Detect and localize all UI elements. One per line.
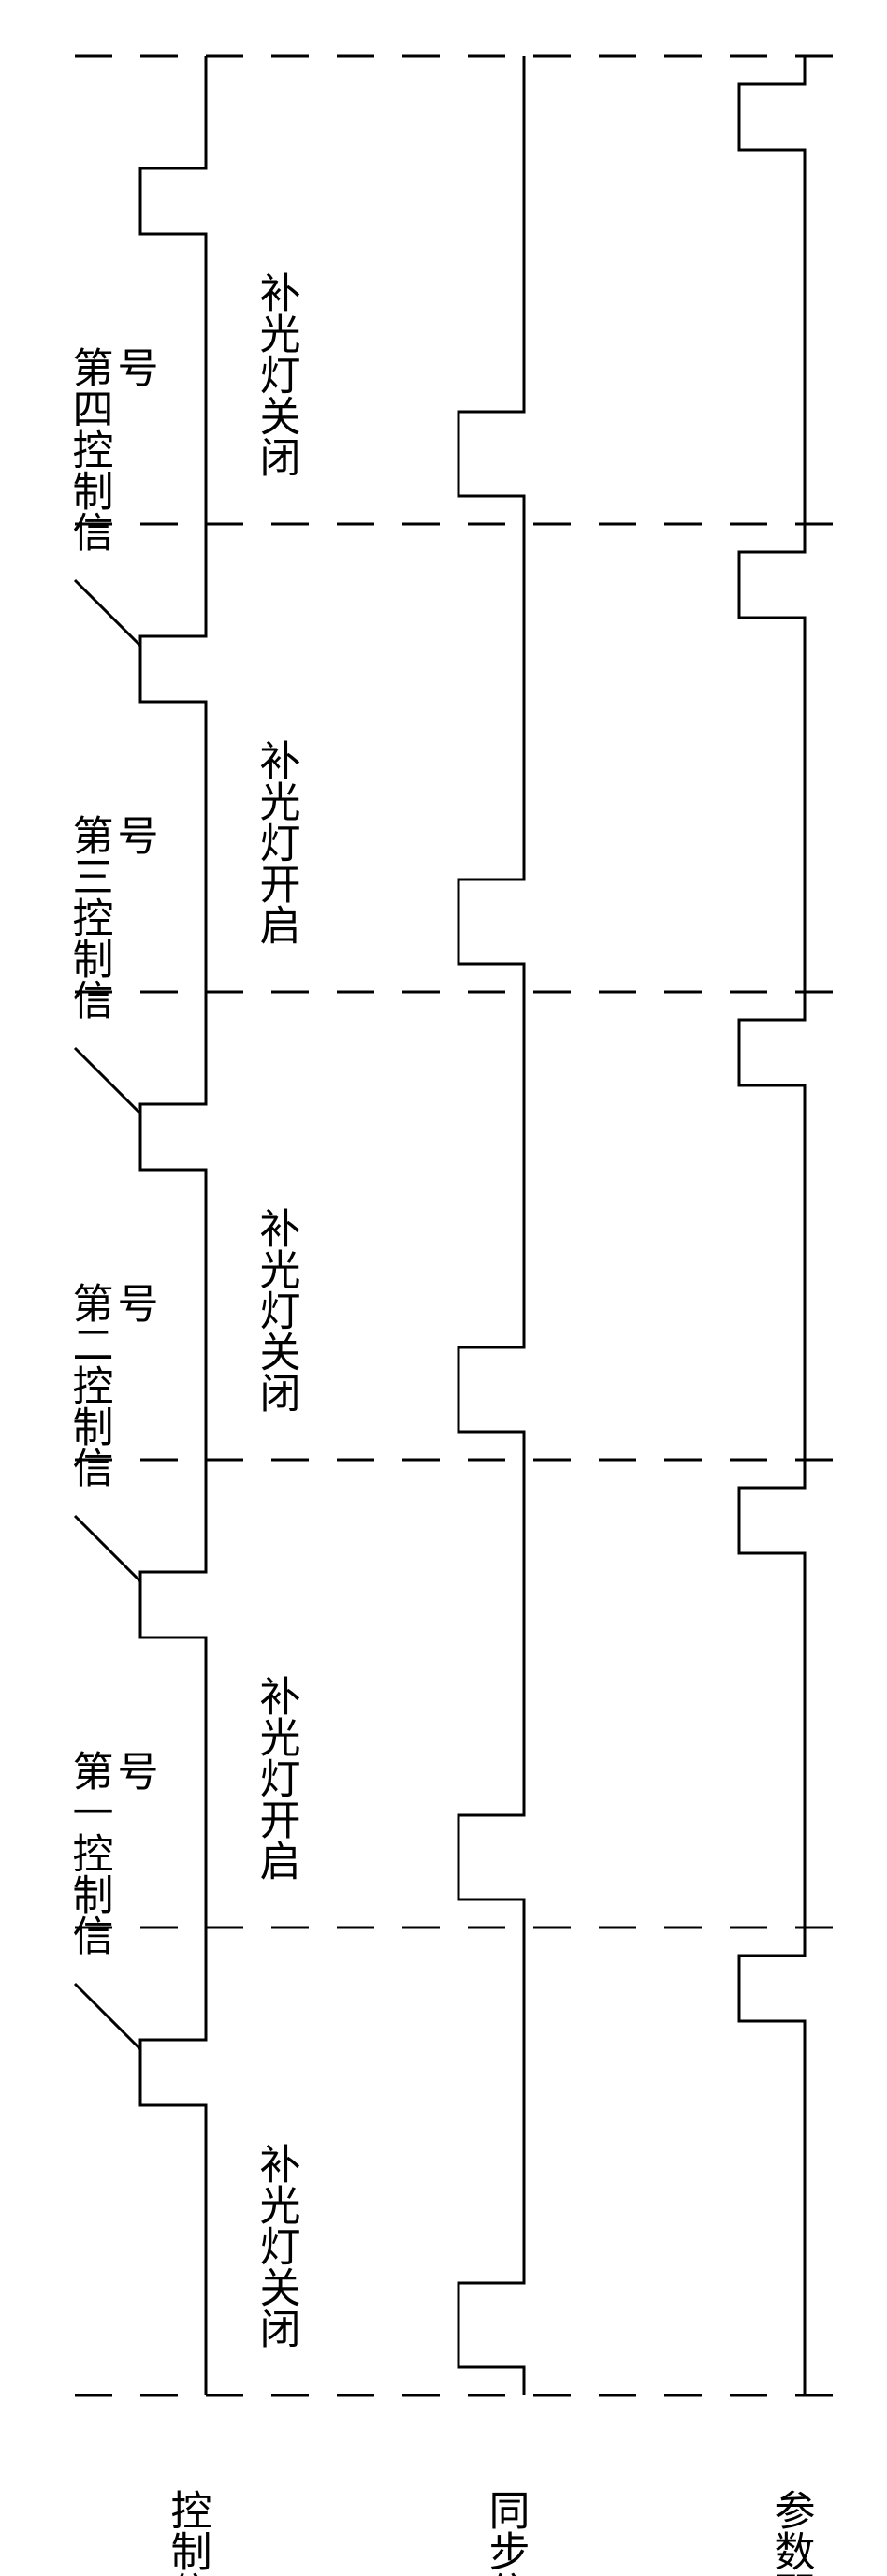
callout-label-col1: 第三控制信 — [66, 814, 113, 1020]
control-row-label: 控制信号 — [165, 2489, 211, 2576]
param-row-label: 参数配置信号 — [768, 2489, 815, 2576]
callout-label-col2: 号 — [111, 814, 157, 855]
timing-diagram: 控制信号同步信号参数配置信号第四控制信号第三控制信号第二控制信号第一控制信号补光… — [0, 0, 887, 2576]
callout-label-col2: 号 — [111, 1750, 157, 1791]
callout-label-col1: 第一控制信 — [66, 1750, 113, 1956]
callout-label-col2: 号 — [111, 346, 157, 387]
callout-label-col1: 第四控制信 — [66, 346, 113, 552]
callout-label-col2: 号 — [111, 1282, 157, 1323]
state-label: 补光灯开启 — [254, 1675, 300, 1881]
state-label: 补光灯关闭 — [254, 271, 300, 477]
sync-row-label: 同步信号 — [483, 2489, 530, 2576]
state-label: 补光灯关闭 — [254, 1207, 300, 1413]
callout-label-col1: 第二控制信 — [66, 1282, 113, 1488]
state-label: 补光灯开启 — [254, 739, 300, 945]
state-label: 补光灯关闭 — [254, 2143, 300, 2349]
